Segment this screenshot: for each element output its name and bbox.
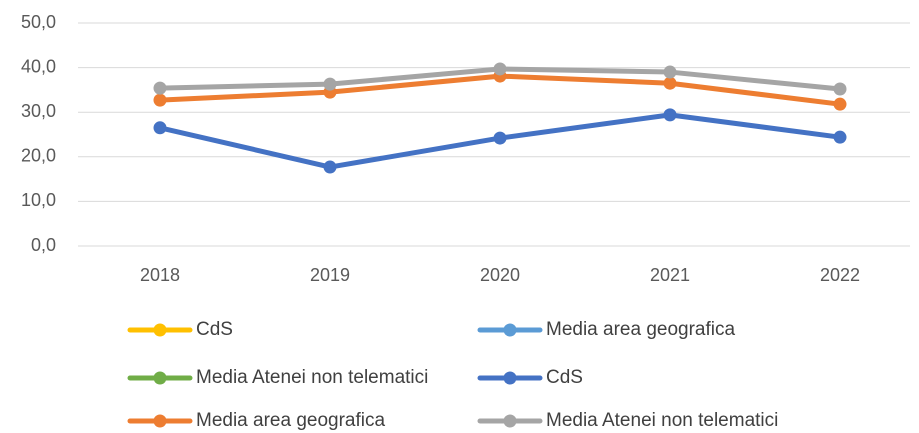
legend-label: CdS <box>196 319 233 340</box>
data-point <box>663 76 677 90</box>
legend-label: Media area geografica <box>196 410 385 431</box>
data-point <box>833 97 847 111</box>
data-point <box>663 65 677 79</box>
legend-label: Media area geografica <box>546 319 735 340</box>
legend-marker <box>153 323 167 337</box>
legend-label: Media Atenei non telematici <box>196 367 428 388</box>
x-tick-label: 2021 <box>650 265 690 285</box>
x-tick-label: 2020 <box>480 265 520 285</box>
data-point <box>323 160 337 174</box>
y-tick-label: 20,0 <box>21 146 56 166</box>
y-tick-label: 50,0 <box>21 12 56 32</box>
legend-label: CdS <box>546 367 583 388</box>
x-tick-label: 2022 <box>820 265 860 285</box>
data-point <box>323 77 337 91</box>
data-point <box>493 62 507 76</box>
legend-marker <box>153 371 167 385</box>
legend-label: Media Atenei non telematici <box>546 410 778 431</box>
data-point <box>833 82 847 96</box>
data-point <box>153 81 167 95</box>
x-tick-label: 2018 <box>140 265 180 285</box>
data-point <box>153 93 167 107</box>
y-tick-label: 10,0 <box>21 190 56 210</box>
legend-marker <box>153 414 167 428</box>
legend-marker <box>503 371 517 385</box>
y-tick-label: 40,0 <box>21 56 56 76</box>
data-point <box>153 121 167 135</box>
legend-marker <box>503 414 517 428</box>
data-point <box>493 131 507 145</box>
y-tick-label: 0,0 <box>31 235 56 255</box>
data-point <box>663 108 677 122</box>
legend-marker <box>503 323 517 337</box>
data-point <box>833 130 847 144</box>
y-tick-label: 30,0 <box>21 101 56 121</box>
x-tick-label: 2019 <box>310 265 350 285</box>
